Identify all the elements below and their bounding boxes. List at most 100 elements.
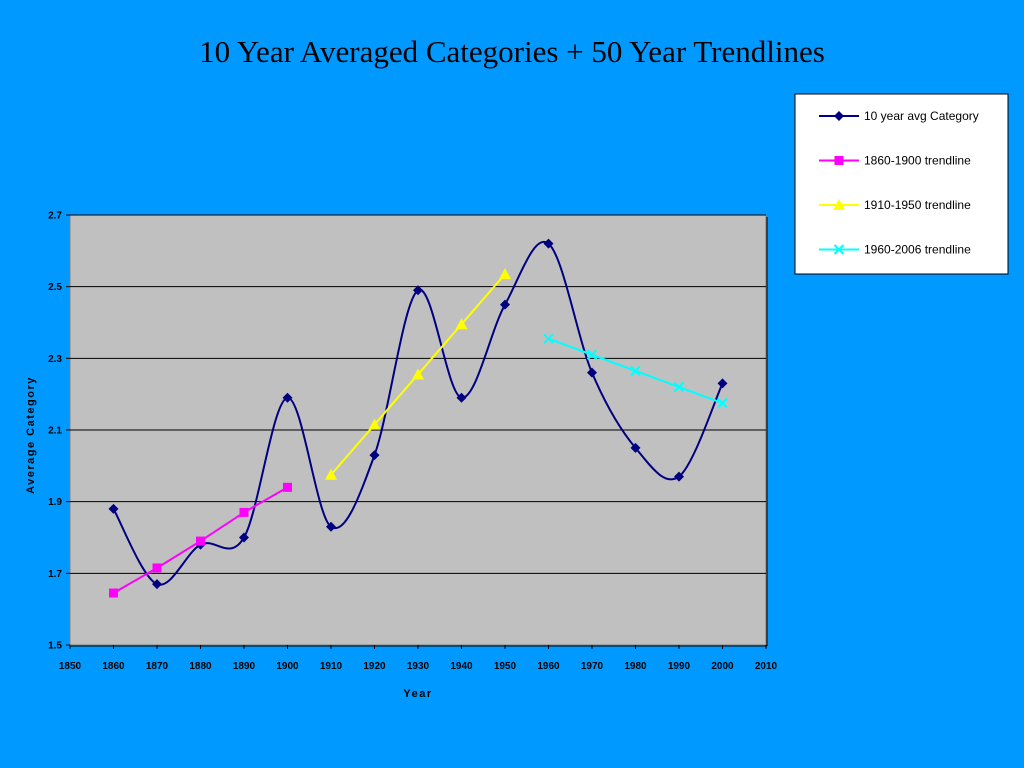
data-point	[630, 442, 641, 453]
x-tick-label: 2000	[711, 661, 734, 672]
data-point-shape	[152, 563, 162, 573]
data-point-shape	[282, 392, 293, 403]
legend-label: 1860-1900 trendline	[864, 154, 971, 168]
data-point-shape	[412, 368, 424, 380]
data-point	[239, 532, 249, 543]
data-point	[586, 349, 598, 360]
data-point-shape	[239, 507, 249, 517]
data-point-shape	[368, 418, 381, 430]
legend-entry: 1960-2006 trendline	[819, 243, 971, 257]
x-tick-label: 1970	[581, 661, 604, 672]
data-point-shape	[587, 367, 597, 378]
data-point-shape	[630, 442, 641, 453]
data-point	[196, 536, 205, 546]
data-point-shape	[499, 268, 511, 280]
data-point	[630, 365, 641, 377]
data-point	[109, 588, 118, 598]
legend-marker	[833, 244, 845, 255]
legend-label: 1960-2006 trendline	[864, 243, 971, 257]
legend-marker	[833, 199, 845, 210]
legend-label: 10 year avg Category	[864, 109, 979, 123]
x-tick-label: 1860	[102, 661, 125, 672]
data-point-stroke-b	[586, 349, 598, 360]
legend-entry: 1910-1950 trendline	[819, 198, 971, 212]
legend-marker-stroke-b	[833, 244, 845, 255]
data-point-shape	[413, 285, 423, 296]
series-4	[543, 333, 728, 409]
data-point	[717, 397, 728, 409]
data-point-shape	[543, 238, 554, 249]
data-point-stroke-b	[673, 381, 685, 393]
legend-marker-shape	[834, 111, 844, 121]
data-point	[543, 238, 554, 249]
data-point-stroke-b	[543, 333, 554, 344]
data-point	[413, 285, 423, 296]
legend-marker-shape	[834, 156, 844, 165]
x-axis-title: Year	[403, 688, 432, 700]
data-point-shape	[500, 299, 510, 310]
data-point-shape	[456, 392, 467, 403]
data-point-shape	[283, 482, 292, 492]
legend-marker	[834, 156, 844, 165]
data-point	[500, 299, 510, 310]
legend-marker	[834, 111, 844, 121]
data-point	[152, 579, 162, 590]
data-point	[499, 268, 511, 280]
data-point	[369, 450, 380, 461]
x-tick-label: 1850	[59, 661, 82, 672]
y-axis-title: Average Category	[25, 376, 37, 494]
legend-entry: 1860-1900 trendline	[819, 154, 971, 168]
legend-marker-shape	[833, 199, 845, 210]
data-point-shape	[674, 471, 684, 482]
data-point-shape	[455, 318, 468, 330]
data-point	[717, 378, 728, 389]
data-point	[152, 563, 162, 573]
series-2	[109, 482, 292, 598]
x-tick-label: 1880	[189, 661, 212, 672]
x-tick-label: 1950	[494, 661, 517, 672]
data-point	[673, 381, 685, 393]
x-tick-label: 1990	[668, 661, 691, 672]
x-tick-label: 1960	[537, 661, 560, 672]
data-point-shape	[717, 378, 728, 389]
x-tick-label: 2010	[755, 661, 778, 672]
slide-title: 10 Year Averaged Categories + 50 Year Tr…	[199, 34, 825, 69]
data-point	[543, 333, 554, 344]
data-point	[587, 367, 597, 378]
data-point-shape	[109, 588, 118, 598]
legend-box	[794, 93, 1009, 275]
x-tick-label: 1900	[276, 661, 299, 672]
data-point-shape	[152, 579, 162, 590]
data-point	[326, 521, 336, 532]
y-tick-label: 1.7	[48, 569, 62, 580]
x-tick-label: 1980	[624, 661, 647, 672]
x-tick-label: 1940	[450, 661, 473, 672]
data-point-stroke-b	[630, 365, 641, 377]
y-tick-label: 2.1	[48, 426, 62, 437]
data-point-stroke-b	[717, 397, 728, 409]
data-point	[368, 418, 381, 430]
data-point	[455, 318, 468, 330]
data-point-shape	[196, 536, 205, 546]
data-point-shape	[325, 468, 337, 480]
x-tick-label: 1920	[363, 661, 386, 672]
x-tick-label: 1890	[233, 661, 256, 672]
series-1	[108, 238, 728, 590]
y-tick-label: 2.7	[48, 211, 62, 222]
data-point-shape	[108, 503, 119, 514]
series-3	[325, 268, 511, 480]
data-point	[108, 503, 119, 514]
data-point	[325, 468, 337, 480]
x-tick-label: 1910	[320, 661, 343, 672]
data-point-shape	[239, 532, 249, 543]
legend-entry: 10 year avg Category	[819, 109, 979, 123]
x-tick-label: 1930	[407, 661, 430, 672]
y-tick-label: 2.3	[48, 354, 62, 365]
data-point	[674, 471, 684, 482]
data-point	[456, 392, 467, 403]
legend-label: 1910-1950 trendline	[864, 198, 971, 212]
data-point	[412, 368, 424, 380]
legend: 10 year avg Category 1860-1900 trendline 1…	[794, 93, 1009, 275]
y-tick-label: 1.9	[48, 497, 62, 508]
x-tick-label: 1870	[146, 661, 169, 672]
